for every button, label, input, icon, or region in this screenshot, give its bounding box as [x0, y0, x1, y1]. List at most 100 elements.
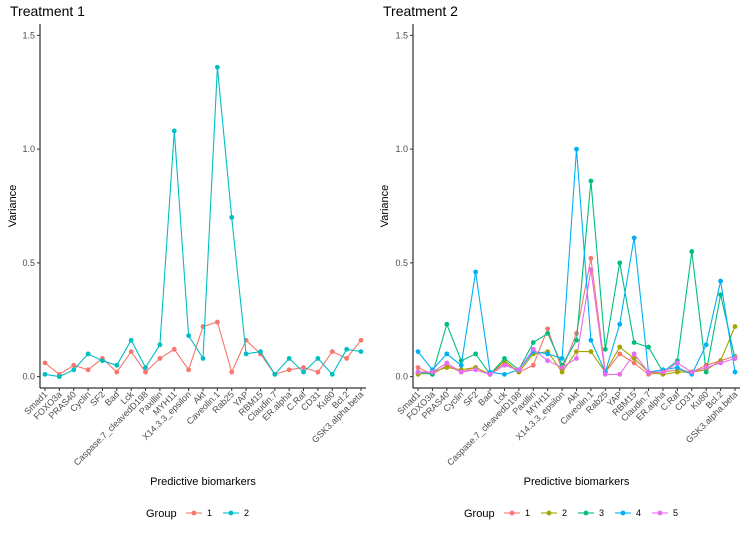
data-point-group-5: [559, 365, 565, 370]
data-point-group-3: [588, 178, 594, 184]
data-point-group-5: [502, 362, 507, 368]
legend-label: 5: [673, 508, 678, 518]
data-point-group-1: [71, 362, 77, 368]
data-point-group-5: [617, 371, 623, 377]
legend-title: Group: [464, 508, 495, 520]
data-point-group-1: [588, 255, 594, 261]
data-point-group-1: [286, 367, 292, 373]
y-axis-title: Variance: [379, 185, 391, 228]
legend: Group 1 2: [146, 508, 249, 520]
data-point-group-5: [718, 360, 723, 366]
data-point-group-3: [631, 340, 637, 345]
data-point-group-5: [415, 369, 421, 375]
y-tick-label: 1.5: [22, 30, 35, 40]
data-point-group-2: [444, 365, 450, 370]
data-point-group-5: [674, 360, 680, 366]
data-point-group-5: [430, 369, 435, 375]
data-point-group-1: [85, 367, 91, 373]
y-tick-label: 1.5: [395, 30, 408, 40]
y-tick-label: 0.0: [22, 372, 35, 382]
data-point-group-4: [559, 356, 565, 361]
legend-label: 4: [636, 508, 641, 518]
data-point-group-4: [458, 362, 464, 368]
data-point-group-1: [186, 367, 192, 373]
x-axis-title: Predictive biomarkers: [150, 476, 256, 488]
data-point-group-2: [114, 362, 120, 368]
data-point-group-4: [617, 321, 623, 327]
data-point-group-1: [157, 356, 163, 361]
data-point-group-5: [631, 351, 637, 357]
data-point-group-5: [660, 369, 666, 375]
legend-key-point: [620, 510, 626, 516]
data-point-group-5: [646, 369, 651, 375]
chart-panel-1: Treatment 10.00.51.01.5Smad1FOXO3aPRAS40…: [7, 3, 366, 520]
legend-key-point: [546, 510, 552, 516]
data-point-group-2: [344, 346, 350, 352]
data-point-group-2: [588, 349, 594, 354]
data-point-group-1: [631, 360, 637, 366]
data-point-group-5: [732, 356, 738, 361]
data-point-group-1: [344, 356, 350, 361]
y-axis-title: Variance: [7, 185, 19, 228]
legend-key-point: [228, 510, 234, 516]
data-point-group-1: [301, 365, 306, 370]
legend-label: 2: [562, 508, 567, 518]
data-point-group-3: [689, 249, 695, 254]
data-point-group-2: [42, 371, 48, 377]
data-point-group-2: [559, 369, 565, 375]
data-point-group-2: [329, 371, 335, 377]
data-point-group-2: [171, 128, 177, 134]
data-point-group-2: [200, 356, 206, 361]
data-point-group-1: [42, 360, 48, 366]
legend-label: 1: [525, 508, 530, 518]
data-point-group-3: [718, 292, 723, 298]
data-point-group-5: [689, 369, 695, 375]
data-point-group-1: [617, 351, 623, 357]
data-point-group-2: [301, 369, 306, 375]
y-tick-label: 0.0: [395, 372, 408, 382]
data-point-group-2: [358, 349, 364, 354]
data-point-group-2: [617, 344, 623, 350]
data-point-group-2: [631, 356, 637, 361]
data-point-group-5: [487, 371, 493, 377]
data-point-group-5: [602, 371, 608, 377]
legend-key-point: [657, 510, 663, 516]
legend: Group 1 2 3 4 5: [464, 508, 678, 520]
y-tick-label: 0.5: [395, 258, 408, 268]
x-axis-title: Predictive biomarkers: [524, 476, 630, 488]
data-point-group-3: [473, 351, 479, 357]
data-point-group-2: [56, 374, 62, 380]
data-point-group-5: [530, 346, 536, 352]
data-point-group-2: [229, 214, 235, 220]
legend-label: 2: [244, 508, 249, 518]
data-point-group-3: [703, 369, 709, 375]
data-point-group-3: [545, 331, 551, 336]
data-point-group-4: [444, 351, 450, 357]
data-point-group-4: [703, 342, 709, 348]
data-point-group-2: [674, 369, 680, 375]
y-tick-label: 1.0: [395, 144, 408, 154]
data-point-group-4: [502, 371, 507, 377]
data-point-group-1: [315, 369, 321, 375]
data-point-group-5: [516, 367, 522, 373]
data-point-group-1: [114, 369, 120, 375]
data-point-group-2: [243, 351, 249, 357]
data-point-group-4: [415, 349, 421, 354]
data-point-group-2: [315, 356, 321, 361]
data-point-group-2: [143, 365, 148, 370]
data-point-group-2: [157, 342, 163, 348]
data-point-group-1: [128, 349, 134, 354]
panel-title: Treatment 2: [383, 3, 458, 19]
data-point-group-4: [732, 369, 738, 375]
data-point-group-2: [71, 367, 77, 373]
data-point-group-2: [214, 64, 220, 70]
data-point-group-4: [674, 365, 680, 370]
legend-label: 1: [207, 508, 212, 518]
data-point-group-1: [143, 369, 148, 375]
data-point-group-2: [100, 358, 105, 364]
legend-key-point: [191, 510, 197, 516]
chart-panel-2: Treatment 20.00.51.01.5Smad1FOXO3aPRAS40…: [379, 3, 740, 520]
series-line-group-2: [44, 67, 362, 378]
data-point-group-2: [186, 333, 192, 339]
